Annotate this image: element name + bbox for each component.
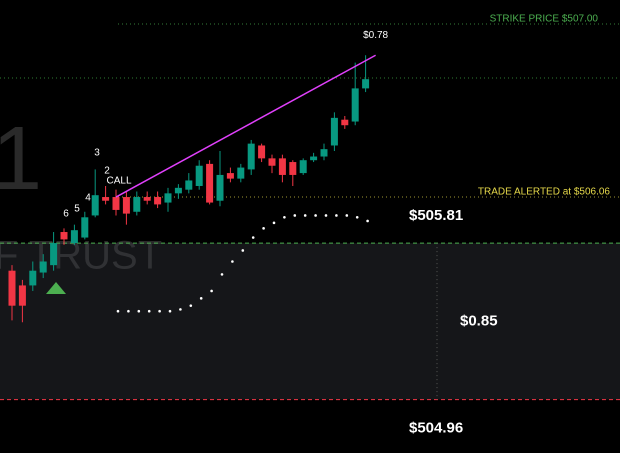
indicator-dot (168, 309, 172, 313)
candle-body (320, 149, 328, 157)
candle-body (195, 165, 203, 186)
candle-body (278, 158, 286, 175)
candle-body (39, 261, 47, 273)
candle-body (330, 117, 338, 146)
indicator-dot (324, 214, 328, 217)
range-bottom-label: $504.96 (409, 420, 463, 437)
indicator-dot (303, 214, 307, 217)
candle-body (60, 232, 68, 240)
indicator-dot (283, 215, 286, 219)
indicator-dot (127, 309, 130, 313)
candle-body (133, 197, 141, 212)
indicator-dot (262, 227, 265, 230)
annotation: CALL (106, 176, 131, 187)
candle-body (362, 79, 370, 89)
indicator-dot (241, 249, 245, 252)
candle-body (268, 158, 276, 166)
indicator-dot (272, 221, 276, 225)
trendline (115, 54, 376, 198)
annotation: 2 (104, 166, 110, 177)
candle-body (299, 160, 307, 174)
indicator-dot (345, 214, 349, 217)
indicator-dot (355, 215, 359, 219)
candle-body (112, 197, 120, 210)
indicator-dot (314, 214, 317, 217)
candle-body (341, 119, 349, 126)
candle-body (206, 163, 214, 203)
candle-body (29, 270, 37, 286)
candle-body (8, 270, 16, 306)
annotation: 6 (63, 209, 69, 220)
watermark: 1 (0, 109, 42, 209)
annotation: 5 (74, 204, 80, 215)
annotation: 3 (94, 148, 100, 159)
indicator-dot (137, 309, 141, 313)
indicator-dot (116, 309, 120, 313)
candle-body (174, 187, 182, 194)
signal-arrow (46, 282, 66, 294)
candle-body (247, 143, 255, 170)
candle-body (164, 193, 172, 203)
candle-body (216, 174, 224, 201)
candle-body (154, 197, 162, 205)
candle-body (91, 195, 99, 216)
candle-body (122, 197, 130, 214)
range-box (0, 243, 620, 400)
candle-body (226, 173, 234, 179)
trendline-label: $0.78 (363, 30, 388, 41)
indicator-dot (366, 219, 369, 223)
candle-body (289, 162, 297, 175)
range-size-label: $0.85 (460, 312, 498, 329)
indicator-dot (220, 273, 224, 276)
candle-body (50, 243, 58, 266)
candle-body (237, 167, 245, 179)
indicator-dot (210, 289, 213, 293)
indicator-dot (199, 297, 203, 300)
candle-body (185, 180, 193, 190)
indicator-dot (189, 304, 193, 307)
indicator-dot (179, 308, 182, 311)
watermark: F TRUST (0, 234, 162, 278)
candle-body (143, 197, 151, 201)
candle-body (81, 217, 89, 238)
candle-body (258, 145, 266, 159)
price-level-label: STRIKE PRICE $507.00 (490, 14, 599, 25)
candle-body (70, 230, 78, 244)
candle-body (351, 88, 359, 122)
candle-body (102, 197, 110, 201)
candle-body (18, 285, 26, 306)
range-top-label: $505.81 (409, 207, 463, 224)
indicator-dot (251, 236, 255, 239)
indicator-dot (231, 260, 234, 263)
indicator-dot (335, 214, 338, 217)
indicator-dot (147, 309, 151, 313)
annotation: 4 (85, 193, 91, 204)
candle-body (310, 156, 318, 161)
indicator-dot (158, 309, 161, 313)
price-level-label: TRADE ALERTED at $506.06 (478, 187, 611, 198)
indicator-dot (293, 214, 297, 217)
